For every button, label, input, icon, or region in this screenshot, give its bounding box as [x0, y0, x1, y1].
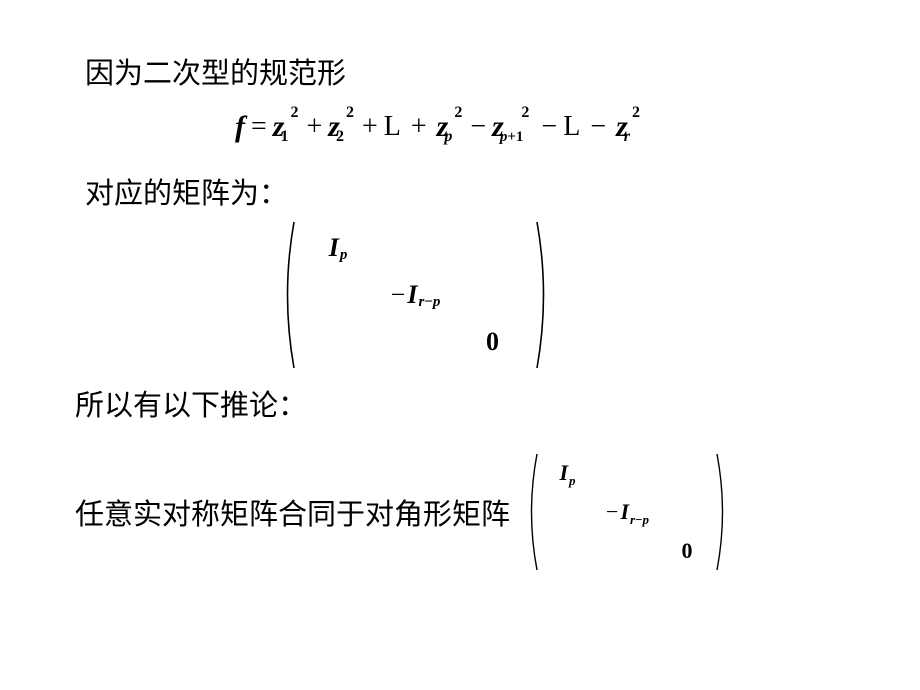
matrix2-cell-Ip: Ip [546, 457, 588, 489]
right-paren-small-icon [714, 452, 730, 572]
matrix2-cell-neg-Irp: − I r−p [588, 496, 666, 528]
op-minus-2: − [535, 111, 563, 143]
ellipsis-L-1: L [384, 111, 401, 143]
term-zp1: z p+1 2 [492, 110, 535, 144]
matrix-cell-neg-Irp: − I r−p [368, 275, 463, 315]
op-minus-1: − [464, 111, 492, 143]
corollary-intro-text: 所以有以下推论： [75, 382, 850, 424]
op-eq: = [245, 111, 273, 143]
block-diagonal-matrix-small: Ip − I r−p 0 [524, 452, 730, 572]
corollary-text: 任意实对称矩阵合同于对角形矩阵 [75, 491, 510, 533]
block-diagonal-matrix-large: Ip − I r−p 0 [255, 220, 575, 370]
matrix-cell-zero: 0 [463, 322, 523, 362]
op-plus-3: + [401, 111, 437, 143]
canonical-form-formula: f = z 1 2 + z 2 2 + L + z p 2 − z p+1 [235, 110, 850, 144]
term-zr: z r 2 [616, 110, 642, 144]
matrix-label-text: 对应的矩阵为： [85, 170, 850, 212]
right-paren-icon [533, 220, 553, 370]
op-plus-2: + [356, 111, 384, 143]
term-z1: z 1 2 [273, 110, 301, 144]
left-paren-small-icon [524, 452, 540, 572]
matrix2-cell-zero: 0 [666, 535, 708, 567]
intro-text-1: 因为二次型的规范形 [85, 50, 850, 92]
op-plus-1: + [300, 111, 328, 143]
term-zp: z p 2 [437, 110, 465, 144]
op-minus-3: − [580, 111, 616, 143]
left-paren-icon [278, 220, 298, 370]
term-z2: z 2 2 [328, 110, 356, 144]
var-f: f [235, 110, 245, 144]
ellipsis-L-2: L [563, 111, 580, 143]
matrix-cell-Ip: Ip [308, 228, 368, 268]
